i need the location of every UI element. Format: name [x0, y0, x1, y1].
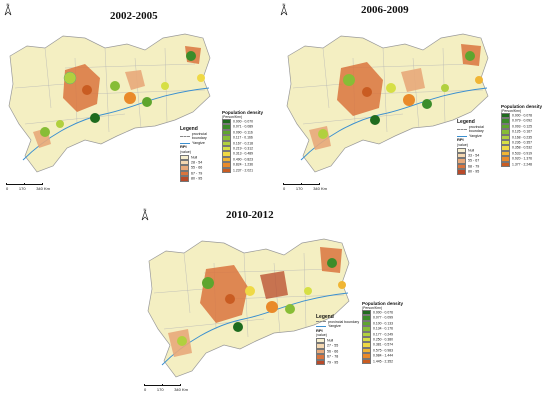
pd-class: 0.177 - 0.249	[362, 331, 410, 338]
rpi-class: 55 - 67	[457, 158, 499, 164]
pd-class: 1.445 - 2.352	[362, 358, 410, 364]
rpi-title: RPI	[316, 327, 323, 333]
map-legend: Legend provincial boundary Yangtze RPI (…	[180, 127, 222, 182]
legend-title: Legend	[457, 119, 475, 125]
pd-title: Population density	[501, 104, 543, 109]
pd-title: Population density	[362, 301, 404, 306]
rpi-class: 67 - 79	[180, 170, 222, 177]
region-map	[147, 238, 350, 378]
rpi-unit: (value)	[457, 142, 468, 147]
pd-class: 0.490 - 0.823	[222, 156, 272, 163]
rpi-class: 79 - 95	[316, 359, 360, 365]
pd-class: 0.313 - 0.489	[222, 151, 272, 157]
rpi-class: 80 - 95	[180, 176, 222, 182]
pd-class: 0.071 - 0.089	[222, 124, 272, 130]
pd-title: Population density	[222, 110, 264, 115]
map-panel-2002-2005: 2002-2005 N Legend provincial boundary Y…	[0, 0, 275, 205]
legend-title: Legend	[316, 314, 334, 320]
pd-class: 0.000 - 0.070	[222, 119, 272, 125]
pd-class: 0.126 - 0.167	[501, 129, 549, 135]
pd-unit: (Person/Km²)	[362, 306, 383, 310]
pd-class: 0.575 - 0.983	[362, 347, 410, 354]
rpi-class: Null	[457, 147, 499, 153]
population-density-legend: Population density (Person/Km²) 0.000 - …	[222, 110, 272, 173]
scale-bar: 0 170 340 Km	[6, 183, 50, 191]
pd-class: 0.219 - 0.312	[222, 146, 272, 152]
pd-class: 0.093 - 0.125	[501, 123, 549, 130]
pd-class: 0.000 - 0.076	[362, 310, 410, 316]
population-density-legend: Population density (Person/Km²) 0.000 - …	[362, 301, 410, 364]
rpi-title: RPI	[457, 137, 464, 143]
region-map	[8, 33, 211, 173]
rpi-unit: (value)	[316, 333, 327, 338]
pd-class: 0.167 - 0.218	[222, 140, 272, 147]
rpi-unit: (value)	[180, 149, 191, 154]
north-arrow-icon: N	[279, 2, 289, 16]
region-map	[286, 33, 489, 173]
panel-title: 2010-2012	[226, 209, 274, 221]
svg-text:N: N	[283, 2, 286, 7]
rpi-title: RPI	[180, 144, 187, 150]
pd-class: 1.237 - 2.021	[222, 167, 272, 173]
pd-class: 0.134 - 0.176	[362, 326, 410, 332]
rpi-class: 80 - 95	[457, 169, 499, 175]
pd-unit: (Person/Km²)	[501, 109, 522, 113]
rpi-class: 33 - 54	[457, 152, 499, 159]
boundary-key: provincial boundary	[457, 125, 499, 134]
map-legend: Legend provincial boundary Yangtze RPI (…	[457, 120, 499, 175]
population-density-legend: Population density (Person/Km²) 0.000 - …	[501, 104, 549, 167]
rpi-class: 56 - 66	[316, 348, 360, 355]
scale-bar: 0 170 340 Km	[144, 384, 188, 392]
svg-text:N: N	[7, 2, 10, 7]
boundary-key: provincial boundary	[180, 132, 222, 141]
rpi-class: 55 - 66	[180, 165, 222, 171]
svg-text:N: N	[144, 207, 147, 212]
panel-title: 2006-2009	[361, 4, 409, 16]
legend-title: Legend	[180, 126, 198, 132]
pd-class: 0.381 - 0.574	[362, 342, 410, 348]
pd-class: 0.168 - 0.235	[501, 134, 549, 141]
pd-class: 0.090 - 0.116	[222, 129, 272, 136]
pd-class: 0.000 - 0.078	[501, 113, 549, 119]
pd-class: 0.920 - 1.376	[501, 156, 549, 162]
north-arrow-icon: N	[3, 2, 13, 16]
rpi-class: 28 - 54	[180, 159, 222, 166]
rpi-classes: Null 28 - 54 55 - 66 67 - 79 80 - 95	[180, 154, 222, 182]
pd-class: 0.077 - 0.099	[362, 315, 410, 321]
map-panel-2006-2009: 2006-2009 N Legend provincial boundary Y…	[275, 0, 550, 205]
north-arrow-icon: N	[140, 207, 150, 221]
rpi-class: 67 - 78	[316, 354, 360, 360]
pd-class: 0.533 - 0.919	[501, 150, 549, 157]
pd-class: 0.984 - 1.444	[362, 353, 410, 359]
pd-class: 1.377 - 2.248	[501, 161, 549, 167]
pd-class: 0.824 - 1.236	[222, 162, 272, 168]
rpi-class: 68 - 79	[457, 163, 499, 170]
pd-class: 0.250 - 0.380	[362, 337, 410, 343]
map-panel-2010-2012: 2010-2012 N Legend provincial boundary Y…	[138, 205, 413, 408]
rpi-classes: Null 27 - 55 56 - 66 67 - 78 79 - 95	[316, 337, 360, 365]
scale-bar: 0 170 340 Km	[283, 183, 327, 191]
river-key: Yangtze	[180, 141, 222, 146]
panel-title: 2002-2005	[110, 10, 158, 22]
rpi-class: 27 - 55	[316, 343, 360, 349]
pd-class: 0.079 - 0.092	[501, 118, 549, 124]
rpi-class: Null	[180, 154, 222, 160]
boundary-key: provincial boundary	[316, 320, 360, 325]
rpi-class: Null	[316, 337, 360, 344]
map-legend: Legend provincial boundary Yangtze RPI (…	[316, 315, 360, 365]
river-key: Yangtze	[316, 324, 360, 329]
pd-class: 0.358 - 0.532	[501, 145, 549, 151]
pd-unit: (Person/Km²)	[222, 115, 243, 119]
pd-class: 0.236 - 0.357	[501, 140, 549, 146]
rpi-classes: Null 33 - 54 55 - 67 68 - 79 80 - 95	[457, 147, 499, 175]
pd-class: 0.100 - 0.133	[362, 320, 410, 327]
river-key: Yangtze	[457, 134, 499, 139]
pd-class: 0.117 - 0.166	[222, 135, 272, 141]
